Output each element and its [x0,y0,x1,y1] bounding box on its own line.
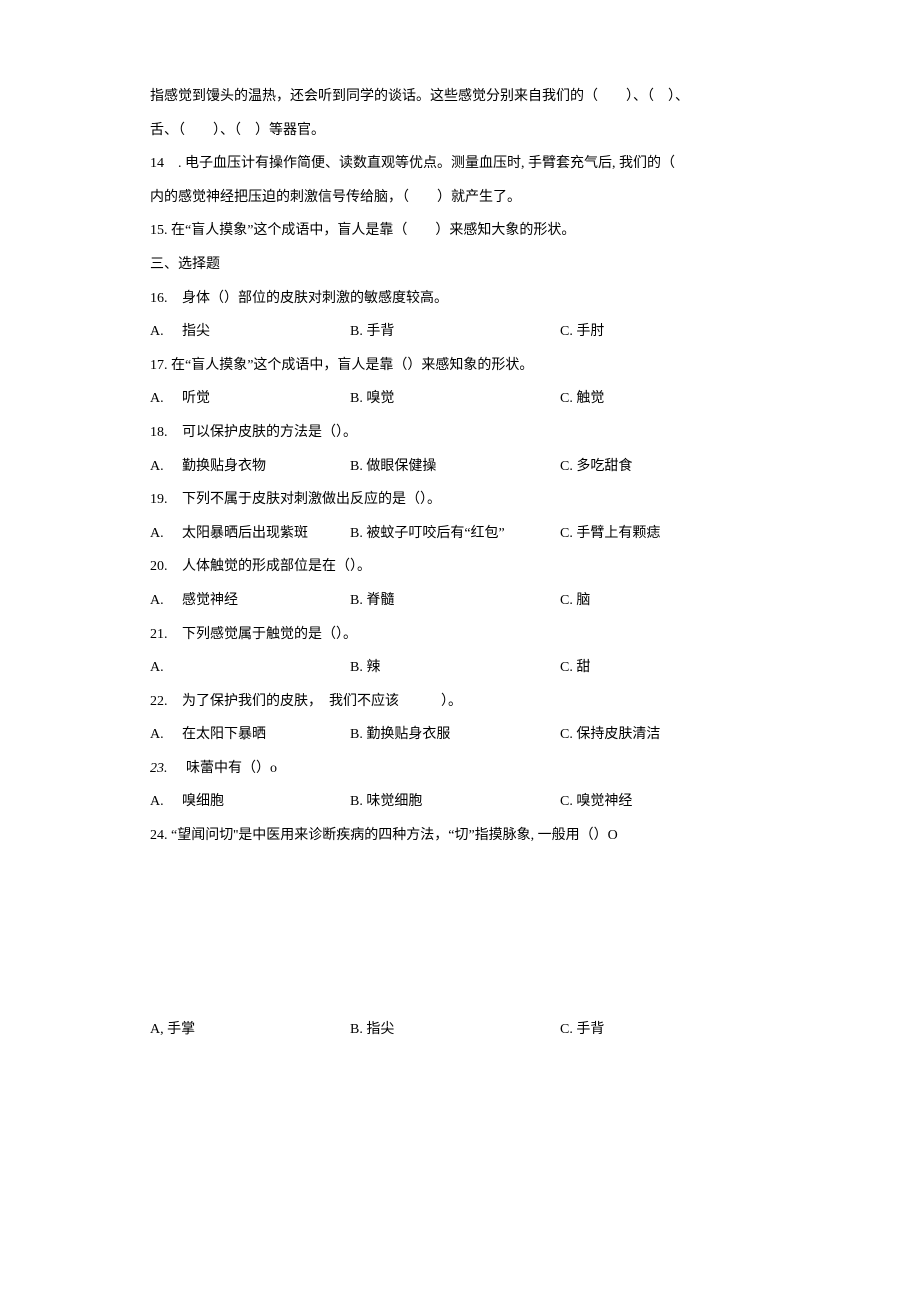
q19: 19.下列不属于皮肤对刺激做出反应的是（）。 [150,483,770,517]
q17-options: A.听觉 B. 嗅觉 C. 触觉 [150,382,770,416]
q17-a: 听觉 [182,391,210,406]
q16-c: C. 手肘 [560,315,770,349]
q19-c: C. 手臂上有颗痣 [560,517,770,551]
q17-c: C. 触觉 [560,382,770,416]
q20-a: 感觉神经 [182,593,238,608]
q18-a: 勤换贴身衣物 [182,459,266,474]
q16-text: 身体（）部位的皮肤对刺激的敏感度较高。 [182,291,448,306]
q20: 20.人体触觉的形成部位是在（）。 [150,550,770,584]
q22-num: 22. [150,685,182,719]
q22-b: B. 勤换贴身衣服 [350,718,560,752]
intro-line-2: 舌、（ ）、（ ）等器官。 [150,114,770,148]
q20-num: 20. [150,550,182,584]
q19-text: 下列不属于皮肤对刺激做出反应的是（）。 [182,492,441,507]
q21-b: B. 辣 [350,651,560,685]
q20-options: A.感觉神经 B. 脊髓 C. 脑 [150,584,770,618]
q24-b: B. 指尖 [350,1013,560,1047]
q19-num: 19. [150,483,182,517]
q20-b: B. 脊髓 [350,584,560,618]
opt-a-label: A. [150,785,182,819]
q24-options: A, 手掌 B. 指尖 C. 手背 [150,1013,770,1047]
q23-b: B. 味觉细胞 [350,785,560,819]
q20-text: 人体触觉的形成部位是在（）。 [182,559,371,574]
q23-num: 23. [150,752,186,786]
q22-text: 为了保护我们的皮肤， 我们不应该 ）。 [182,694,462,709]
q22-a: 在太阳下暴晒 [182,727,266,742]
q14-line-2: 内的感觉神经把压迫的刺激信号传给脑，（ ）就产生了。 [150,181,770,215]
q16-b: B. 手背 [350,315,560,349]
q22-c: C. 保持皮肤清洁 [560,718,770,752]
q19-b: B. 被蚊子叮咬后有“红包” [350,517,560,551]
q24: 24. “望闻问切''是中医用来诊断疾病的四种方法，“切”指摸脉象, 一般用（）… [150,819,770,853]
q22-options: A.在太阳下暴晒 B. 勤换贴身衣服 C. 保持皮肤清洁 [150,718,770,752]
opt-a-label: A. [150,315,182,349]
q19-options: A.太阳暴晒后出现紫斑 B. 被蚊子叮咬后有“红包” C. 手臂上有颗痣 [150,517,770,551]
q23-c: C. 嗅觉神经 [560,785,770,819]
q22: 22.为了保护我们的皮肤， 我们不应该 ）。 [150,685,770,719]
q21: 21.下列感觉属于触觉的是（）。 [150,618,770,652]
q18-b: B. 做眼保健操 [350,450,560,484]
q20-c: C. 脑 [560,584,770,618]
q17-b: B. 嗅觉 [350,382,560,416]
q16: 16.身体（）部位的皮肤对刺激的敏感度较高。 [150,282,770,316]
q16-a: 指尖 [182,324,210,339]
q19-a: 太阳暴晒后出现紫斑 [182,526,308,541]
opt-a-label: A. [150,517,182,551]
q21-options: A. B. 辣 C. 甜 [150,651,770,685]
q14-line-1: 14 . 电子血压计有操作简便、读数直观等优点。测量血压时, 手臂套充气后, 我… [150,147,770,181]
intro-line-1: 指感觉到馒头的温热，还会听到同学的谈话。这些感觉分别来自我们的（ ）、（ ）、 [150,80,770,114]
section-3-title: 三、选择题 [150,248,770,282]
q21-c: C. 甜 [560,651,770,685]
q15: 15. 在“盲人摸象”这个成语中，盲人是靠（ ）来感知大象的形状。 [150,214,770,248]
q18-num: 18. [150,416,182,450]
q23-text: 味蕾中有（）o [186,761,277,776]
opt-a-label: A. [150,584,182,618]
opt-a-label: A. [150,382,182,416]
q18-c: C. 多吃甜食 [560,450,770,484]
opt-a-label: A. [150,651,182,685]
q16-num: 16. [150,282,182,316]
q21-text: 下列感觉属于触觉的是（）。 [182,627,357,642]
opt-a-label: A. [150,450,182,484]
q23: 23.味蕾中有（）o [150,752,770,786]
opt-a-label: A. [150,718,182,752]
q24-c: C. 手背 [560,1013,770,1047]
q23-options: A.嗅细胞 B. 味觉细胞 C. 嗅觉神经 [150,785,770,819]
q23-a: 嗅细胞 [182,794,224,809]
q21-num: 21. [150,618,182,652]
page-break-spacer [150,853,770,1013]
q16-options: A.指尖 B. 手背 C. 手肘 [150,315,770,349]
q24-a: A, 手掌 [150,1013,350,1047]
q17: 17. 在“盲人摸象”这个成语中，盲人是靠（）来感知象的形状。 [150,349,770,383]
q18: 18.可以保护皮肤的方法是（）。 [150,416,770,450]
q18-options: A.勤换贴身衣物 B. 做眼保健操 C. 多吃甜食 [150,450,770,484]
q18-text: 可以保护皮肤的方法是（）。 [182,425,357,440]
